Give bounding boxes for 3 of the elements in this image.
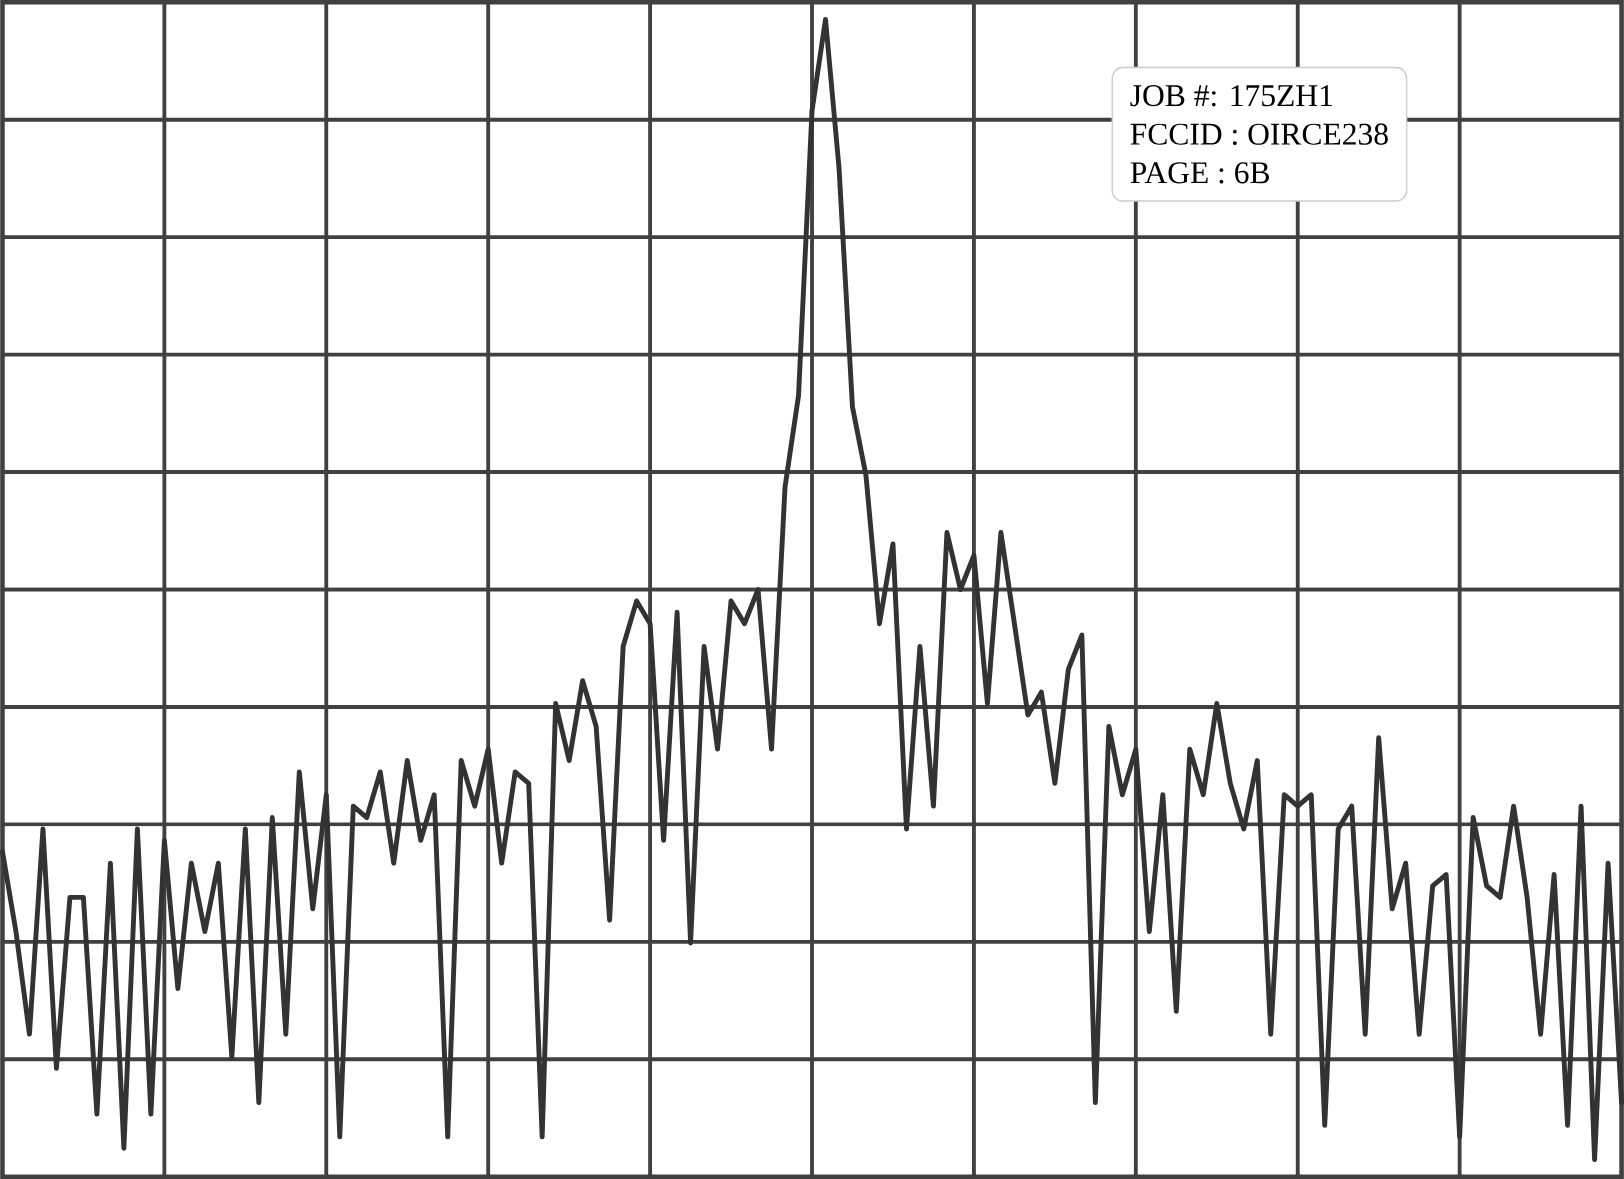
annotation: PAGE : 6B xyxy=(1130,162,1270,184)
annotation: JOB #: 175ZH1 xyxy=(1130,85,1332,107)
annotation: FCCID : OIRCE238 xyxy=(1130,123,1388,145)
